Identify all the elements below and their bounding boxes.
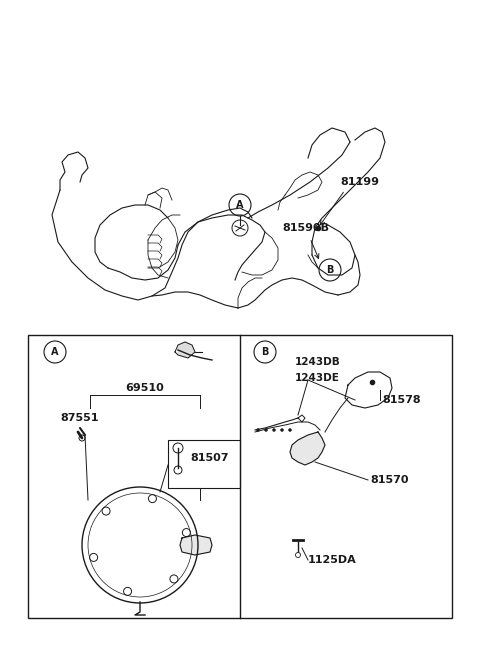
Text: 1125DA: 1125DA [308, 555, 357, 565]
Text: 81578: 81578 [382, 395, 420, 405]
Text: A: A [51, 347, 59, 357]
Circle shape [256, 428, 260, 432]
Circle shape [264, 428, 267, 432]
Text: 69510: 69510 [126, 383, 164, 393]
Text: A: A [236, 200, 244, 210]
Polygon shape [345, 372, 392, 408]
Text: 87551: 87551 [61, 413, 99, 423]
Polygon shape [290, 432, 325, 465]
Text: 81570: 81570 [370, 475, 408, 485]
Polygon shape [180, 535, 212, 555]
Text: 1243DB: 1243DB [295, 357, 341, 367]
Text: B: B [261, 347, 269, 357]
Circle shape [288, 428, 291, 432]
Circle shape [296, 553, 300, 557]
Text: 81590B: 81590B [282, 223, 329, 233]
Circle shape [280, 428, 284, 432]
Text: 1243DE: 1243DE [295, 373, 340, 383]
Text: 81507: 81507 [190, 453, 228, 463]
Text: 81199: 81199 [340, 177, 379, 187]
Circle shape [273, 428, 276, 432]
Circle shape [79, 435, 85, 441]
Polygon shape [178, 342, 195, 358]
Text: B: B [326, 265, 334, 275]
